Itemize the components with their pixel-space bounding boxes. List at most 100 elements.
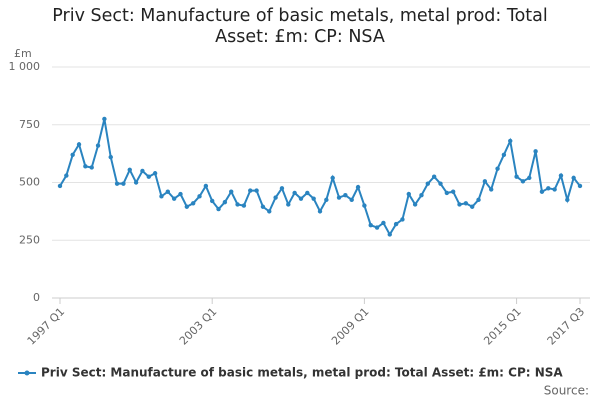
data-point bbox=[514, 174, 519, 179]
data-point bbox=[76, 142, 82, 147]
data-point bbox=[469, 204, 475, 209]
data-line bbox=[59, 118, 581, 237]
data-point bbox=[571, 175, 576, 181]
data-point bbox=[393, 221, 399, 227]
data-point bbox=[108, 154, 113, 160]
source: Source: bbox=[544, 384, 589, 398]
data-point bbox=[362, 203, 367, 208]
data-point bbox=[102, 116, 107, 122]
data-point bbox=[533, 149, 538, 154]
data-point bbox=[355, 184, 361, 190]
x-tick-label: 2003 Q1 bbox=[177, 305, 220, 348]
y-tick-label: 0 bbox=[33, 291, 40, 304]
data-point bbox=[57, 183, 63, 189]
data-point bbox=[343, 193, 348, 198]
data-point bbox=[387, 232, 392, 237]
data-point bbox=[577, 183, 583, 189]
data-point bbox=[165, 189, 171, 194]
data-point bbox=[178, 191, 183, 197]
data-point bbox=[381, 220, 386, 226]
data-point bbox=[267, 209, 272, 214]
data-point bbox=[241, 203, 247, 208]
data-point bbox=[438, 181, 443, 186]
data-point bbox=[286, 202, 291, 207]
x-tick-label: 2009 Q1 bbox=[329, 305, 372, 348]
data-point bbox=[400, 217, 405, 222]
data-point bbox=[70, 152, 75, 157]
data-point bbox=[450, 189, 456, 194]
data-point bbox=[114, 181, 120, 186]
data-point bbox=[127, 167, 132, 172]
data-point bbox=[368, 223, 373, 228]
data-point bbox=[552, 187, 557, 192]
data-point bbox=[152, 171, 158, 176]
data-point bbox=[273, 195, 278, 200]
data-point bbox=[419, 193, 424, 198]
data-point bbox=[311, 196, 316, 201]
data-point bbox=[222, 199, 228, 205]
data-point bbox=[279, 186, 285, 191]
y-tick-label: 500 bbox=[19, 176, 40, 189]
y-tick-label: 250 bbox=[19, 233, 40, 246]
y-tick-label: 1 000 bbox=[9, 60, 41, 73]
data-point bbox=[520, 179, 526, 184]
data-point bbox=[159, 194, 164, 199]
data-point bbox=[558, 173, 564, 178]
data-point bbox=[546, 186, 551, 191]
data-point bbox=[298, 196, 304, 201]
data-point bbox=[412, 202, 418, 207]
data-point bbox=[489, 187, 494, 192]
data-point bbox=[495, 166, 500, 171]
chart-title: Priv Sect: Manufacture of basic metals, … bbox=[52, 6, 548, 47]
data-point bbox=[539, 189, 545, 194]
data-point bbox=[425, 181, 431, 186]
data-point bbox=[406, 191, 411, 197]
data-point bbox=[305, 190, 310, 196]
data-point bbox=[203, 183, 209, 189]
x-tick-label: 1997 Q1 bbox=[25, 305, 68, 348]
data-point bbox=[444, 190, 450, 196]
data-point bbox=[330, 175, 335, 181]
data-point bbox=[527, 175, 532, 181]
data-point bbox=[133, 180, 139, 185]
data-point bbox=[121, 181, 126, 186]
data-point bbox=[254, 188, 259, 193]
data-point bbox=[248, 188, 253, 193]
data-point bbox=[184, 204, 190, 209]
data-point bbox=[64, 173, 69, 178]
data-point bbox=[83, 164, 88, 169]
y-tick-label: 750 bbox=[19, 118, 40, 131]
data-point bbox=[463, 201, 469, 206]
y-axis-label: £m bbox=[14, 47, 32, 60]
data-point bbox=[431, 174, 437, 179]
data-point bbox=[324, 197, 329, 203]
data-point bbox=[374, 225, 380, 230]
data-point bbox=[89, 165, 94, 170]
data-point bbox=[317, 209, 323, 214]
data-point bbox=[171, 196, 177, 201]
data-point bbox=[95, 143, 101, 148]
data-point bbox=[501, 152, 507, 157]
data-point bbox=[292, 190, 297, 196]
data-point bbox=[457, 202, 462, 207]
data-point bbox=[197, 194, 202, 199]
legend-label: Priv Sect: Manufacture of basic metals, … bbox=[41, 366, 563, 380]
data-point bbox=[336, 195, 342, 200]
data-point bbox=[508, 138, 513, 144]
data-point bbox=[565, 197, 570, 203]
data-point bbox=[229, 189, 234, 194]
data-point bbox=[476, 197, 481, 203]
data-point bbox=[349, 197, 354, 203]
x-tick-label: 2015 Q1 bbox=[481, 305, 524, 348]
x-tick-label: 2017 Q3 bbox=[545, 305, 588, 348]
data-point bbox=[235, 202, 240, 207]
data-point bbox=[140, 168, 145, 174]
data-point bbox=[216, 206, 221, 212]
data-point bbox=[482, 179, 488, 184]
data-point bbox=[209, 198, 215, 204]
data-point bbox=[260, 204, 266, 209]
legend-marker bbox=[24, 370, 30, 376]
data-point bbox=[190, 201, 196, 206]
